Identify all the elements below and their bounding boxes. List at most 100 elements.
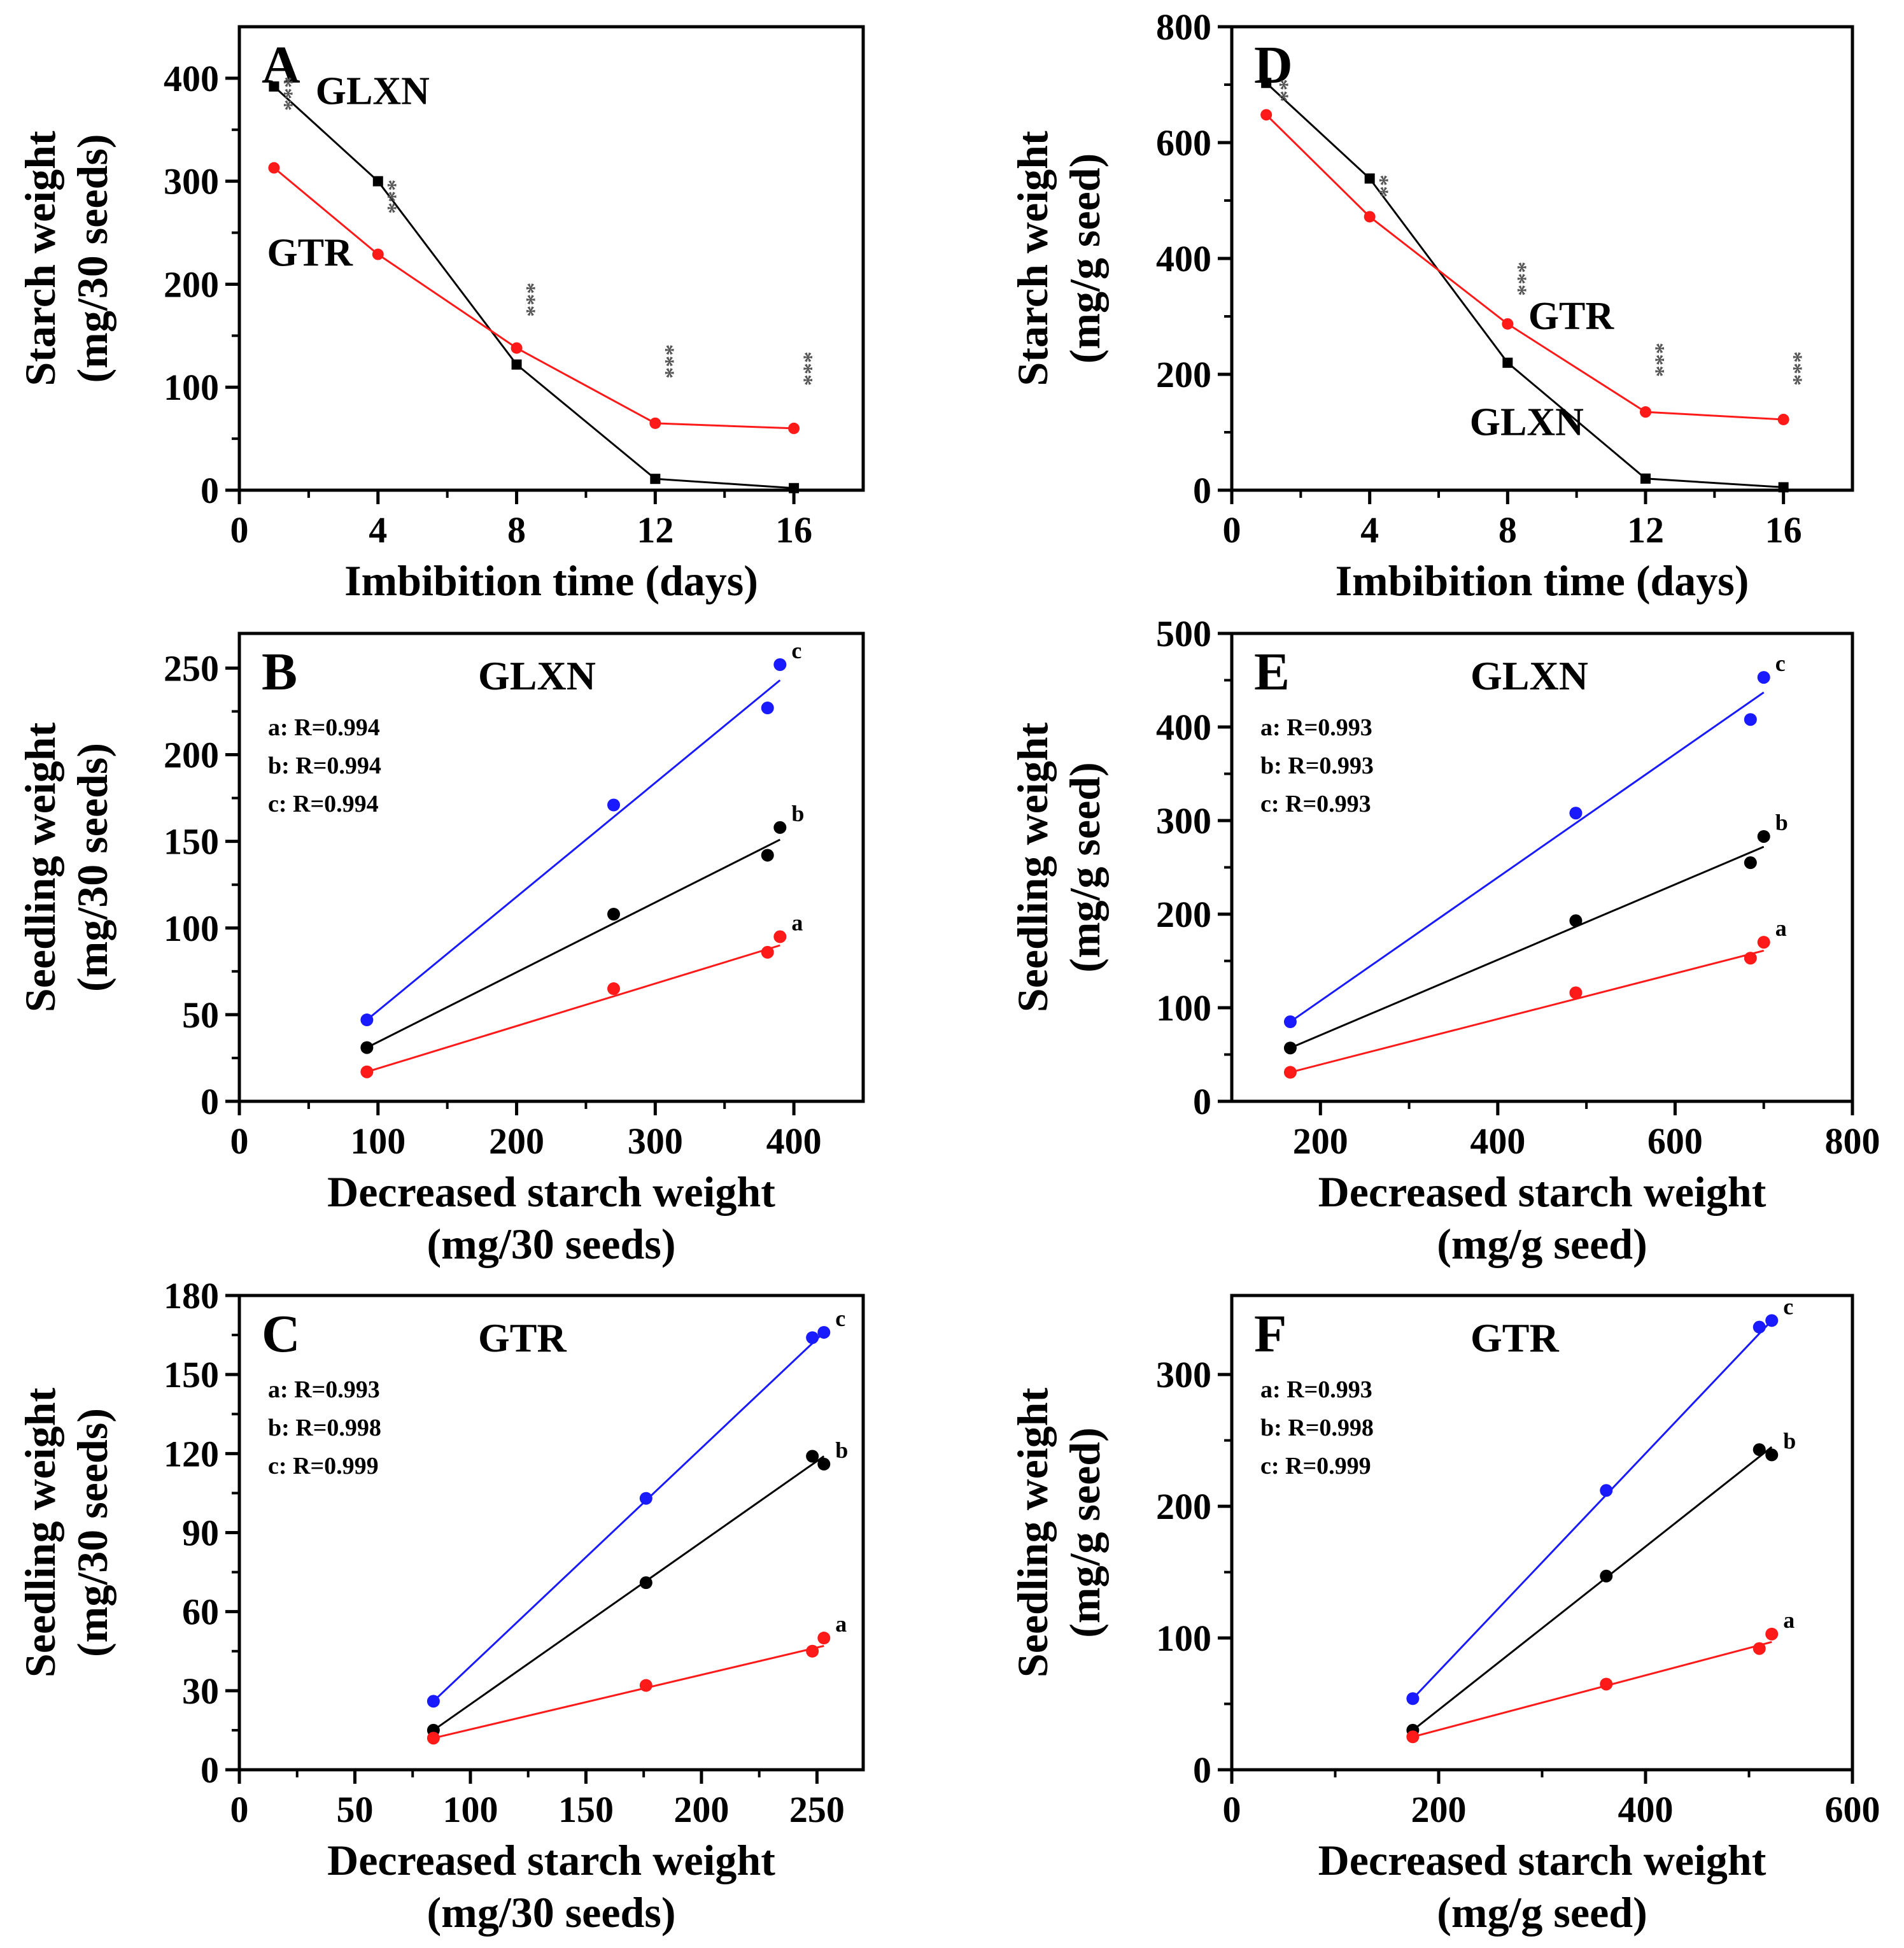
panel-letter: F bbox=[1254, 1304, 1287, 1364]
x-tick-label: 100 bbox=[350, 1120, 405, 1162]
y-tick-label: 150 bbox=[164, 821, 219, 863]
x-tick-label: 16 bbox=[775, 509, 812, 551]
data-point-b bbox=[607, 908, 620, 921]
y-tick-label: 200 bbox=[164, 735, 219, 776]
data-point-b bbox=[360, 1041, 374, 1054]
data-point-glxn bbox=[511, 359, 522, 370]
data-point-glxn bbox=[1502, 357, 1513, 368]
data-point-a bbox=[806, 1644, 819, 1658]
data-point-b bbox=[1569, 914, 1583, 928]
significance-mark: ** bbox=[1368, 174, 1393, 197]
fit-line-b bbox=[1412, 1446, 1773, 1732]
x-axis-title: (mg/30 seeds) bbox=[427, 1888, 676, 1937]
significance-mark: *** bbox=[515, 283, 540, 317]
data-point-c bbox=[817, 1325, 831, 1339]
y-tick-label: 300 bbox=[1156, 1354, 1211, 1395]
data-point-c bbox=[806, 1331, 819, 1345]
y-tick-label: 0 bbox=[201, 470, 219, 511]
series-label: GTR bbox=[1528, 295, 1615, 338]
y-tick-label: 200 bbox=[1156, 894, 1211, 935]
significance-mark: ** bbox=[1268, 79, 1294, 102]
x-tick-label: 800 bbox=[1825, 1120, 1880, 1162]
x-axis-title: (mg/g seed) bbox=[1437, 1220, 1647, 1268]
data-point-a bbox=[1744, 952, 1757, 965]
data-point-a bbox=[1765, 1627, 1779, 1641]
series-tag-b: b bbox=[1783, 1428, 1796, 1453]
x-tick-label: 12 bbox=[1627, 509, 1664, 551]
correlation-stat: a: R=0.994 bbox=[268, 714, 380, 741]
y-tick-label: 100 bbox=[164, 367, 219, 408]
y-axis-title: (mg/g seed) bbox=[1061, 1427, 1109, 1637]
y-tick-label: 400 bbox=[1156, 238, 1211, 279]
y-tick-label: 0 bbox=[1193, 1749, 1211, 1791]
y-tick-label: 200 bbox=[164, 264, 219, 305]
data-point-a bbox=[1600, 1677, 1613, 1691]
series-tag-c: c bbox=[1783, 1294, 1793, 1319]
y-tick-label: 200 bbox=[1156, 354, 1211, 395]
significance-mark: *** bbox=[272, 76, 298, 111]
data-point-gtr bbox=[511, 342, 523, 354]
x-tick-label: 200 bbox=[489, 1120, 544, 1162]
y-axis-title: (mg/30 seeds) bbox=[68, 134, 116, 383]
data-point-glxn bbox=[650, 474, 661, 484]
series-tag-a: a bbox=[835, 1611, 847, 1637]
data-point-c bbox=[1283, 1015, 1297, 1029]
data-point-c bbox=[639, 1492, 652, 1505]
y-tick-label: 150 bbox=[164, 1354, 219, 1395]
series-tag-c: c bbox=[835, 1306, 845, 1331]
data-point-glxn bbox=[789, 483, 800, 493]
data-point-a bbox=[773, 930, 787, 943]
data-point-b bbox=[817, 1457, 831, 1471]
panel-letter: E bbox=[1254, 642, 1290, 702]
data-point-b bbox=[1283, 1041, 1297, 1055]
y-tick-label: 0 bbox=[1193, 1081, 1211, 1122]
data-point-c bbox=[1569, 807, 1583, 820]
data-point-c bbox=[773, 658, 787, 671]
significance-mark: *** bbox=[654, 344, 679, 379]
data-point-gtr bbox=[1502, 318, 1514, 330]
cultivar-title: GTR bbox=[478, 1315, 567, 1360]
panel-D: 0 4 8 12 16 0 200 400 600 800 Imbibition time (day… bbox=[1008, 6, 1854, 605]
data-point-b bbox=[806, 1450, 819, 1463]
y-axis-title: Starch weight bbox=[1008, 131, 1057, 386]
y-tick-label: 200 bbox=[1156, 1486, 1211, 1527]
x-axis-title: Decreased starch weight bbox=[327, 1836, 775, 1884]
x-tick-label: 8 bbox=[507, 509, 526, 551]
data-point-a bbox=[607, 982, 620, 996]
data-point-b bbox=[1600, 1569, 1613, 1583]
data-point-a bbox=[1757, 936, 1770, 949]
x-tick-label: 400 bbox=[1618, 1789, 1674, 1830]
correlation-stat: a: R=0.993 bbox=[1260, 714, 1372, 741]
data-point-a bbox=[1406, 1730, 1420, 1744]
y-tick-label: 50 bbox=[182, 994, 219, 1036]
data-point-glxn bbox=[1640, 473, 1651, 484]
panel-letter: B bbox=[262, 642, 297, 702]
significance-mark: *** bbox=[1644, 342, 1669, 377]
x-tick-label: 0 bbox=[1223, 1789, 1241, 1830]
x-tick-label: 0 bbox=[1223, 509, 1241, 551]
x-tick-label: 200 bbox=[673, 1789, 729, 1830]
data-point-glxn bbox=[1364, 173, 1375, 184]
x-tick-label: 4 bbox=[369, 509, 387, 551]
data-point-gtr bbox=[1260, 109, 1273, 121]
data-point-c bbox=[427, 1695, 440, 1708]
y-tick-label: 500 bbox=[1156, 613, 1211, 654]
y-axis-title: Seedling weight bbox=[16, 1388, 64, 1678]
y-tick-label: 0 bbox=[1193, 470, 1211, 511]
panel-B: 0 100 200 300 400 0 50 100 150 200 250 Decreased st… bbox=[16, 632, 865, 1268]
fit-line-c bbox=[1290, 691, 1765, 1023]
x-tick-label: 250 bbox=[789, 1789, 845, 1830]
data-point-c bbox=[1600, 1484, 1613, 1497]
y-axis-title: Seedling weight bbox=[1008, 723, 1057, 1013]
y-tick-label: 30 bbox=[182, 1670, 219, 1712]
series-label: GTR bbox=[267, 231, 354, 274]
fit-line-c bbox=[366, 679, 781, 1021]
data-point-a bbox=[1752, 1642, 1766, 1655]
data-point-gtr bbox=[649, 417, 661, 429]
y-axis-title: Seedling weight bbox=[16, 723, 64, 1013]
panel-A: 0 4 8 12 16 0 100 200 300 400 Imbibition time (day… bbox=[16, 25, 865, 605]
data-point-b bbox=[1744, 856, 1757, 870]
series-label: GLXN bbox=[1470, 401, 1584, 444]
